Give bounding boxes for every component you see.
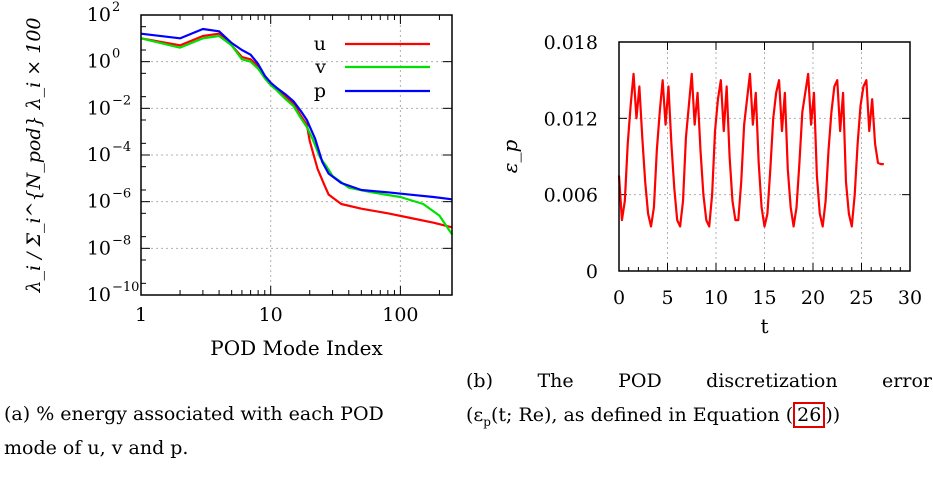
caption-b-line2: (εp(t; Re), as defined in Equation (26)) — [466, 398, 932, 439]
y-tick-label: 10 — [87, 144, 111, 166]
x-axis-label: t — [760, 314, 768, 338]
caption-b-line1: (b) The POD discretization error — [466, 364, 932, 398]
y-tick-label: 10 — [87, 4, 111, 26]
caption-b-subscript: p — [483, 414, 491, 429]
y-axis-label: λ_i / Σ_i^{N_pod} λ_i × 100 — [23, 17, 45, 293]
y-tick-exponent: −4 — [112, 140, 131, 155]
y-tick-label: 10 — [87, 237, 111, 259]
y-tick-exponent: −6 — [112, 187, 131, 202]
x-tick-label: 100 — [382, 304, 418, 326]
x-tick-label: 25 — [849, 287, 873, 309]
caption-b-word: (b) — [466, 370, 493, 392]
x-tick-label: 10 — [704, 287, 728, 309]
y-tick-exponent: 2 — [112, 0, 120, 15]
caption-b-text: (t; Re), as defined in Equation ( — [490, 404, 794, 426]
caption-a-line1: (a) % energy associated with each POD — [4, 403, 384, 425]
y-tick-exponent: −8 — [112, 233, 131, 248]
x-tick-label: 10 — [259, 304, 283, 326]
x-tick-label: 20 — [801, 287, 825, 309]
y-tick-label: 0.012 — [544, 108, 598, 130]
y-tick-exponent: −10 — [112, 280, 139, 295]
y-tick-label: 0.018 — [544, 32, 598, 54]
caption-b-word: discretization — [706, 370, 838, 392]
plot-frame — [140, 14, 453, 296]
x-tick-label: 0 — [613, 287, 625, 309]
y-tick-label: 10 — [87, 51, 111, 73]
chart-pod-error: 0 5 10 15 20 25 30 0 0.006 0.012 0.018 t ε_p — [498, 32, 922, 338]
legend-label: p — [314, 80, 326, 102]
series-line-v — [140, 34, 453, 235]
y-tick-label: 10 — [87, 191, 111, 213]
y-tick-exponent: −2 — [112, 93, 131, 108]
y-tick-exponent: 0 — [112, 47, 120, 62]
series-line-error — [617, 72, 884, 228]
caption-b: (b) The POD discretization error (εp(t; … — [466, 364, 932, 439]
y-tick-label: 10 — [87, 284, 111, 306]
x-tick-label: 5 — [661, 287, 673, 309]
caption-b-word: POD — [618, 370, 662, 392]
caption-a: (a) % energy associated with each POD mo… — [4, 397, 464, 465]
x-tick-label: 1 — [135, 304, 147, 326]
y-axis-label: ε_p — [498, 140, 522, 174]
y-tick-label: 10 — [87, 97, 111, 119]
caption-a-line2: mode of u, v and p. — [4, 437, 189, 459]
plot-frame — [618, 41, 911, 272]
y-tick-label: 0 — [586, 261, 598, 283]
legend-label: u — [314, 33, 326, 55]
x-tick-label: 15 — [752, 287, 776, 309]
equation-ref-link[interactable]: 26 — [793, 402, 826, 428]
caption-b-symbol: (ε — [466, 404, 484, 426]
x-tick-label: 30 — [898, 287, 922, 309]
series-line-p — [140, 27, 453, 201]
legend-label: v — [314, 56, 326, 78]
x-axis-label: POD Mode Index — [210, 336, 383, 360]
caption-b-close: )) — [825, 404, 841, 426]
caption-b-word: error — [882, 370, 932, 392]
y-tick-label: 0.006 — [544, 185, 598, 207]
caption-b-word: The — [537, 370, 574, 392]
